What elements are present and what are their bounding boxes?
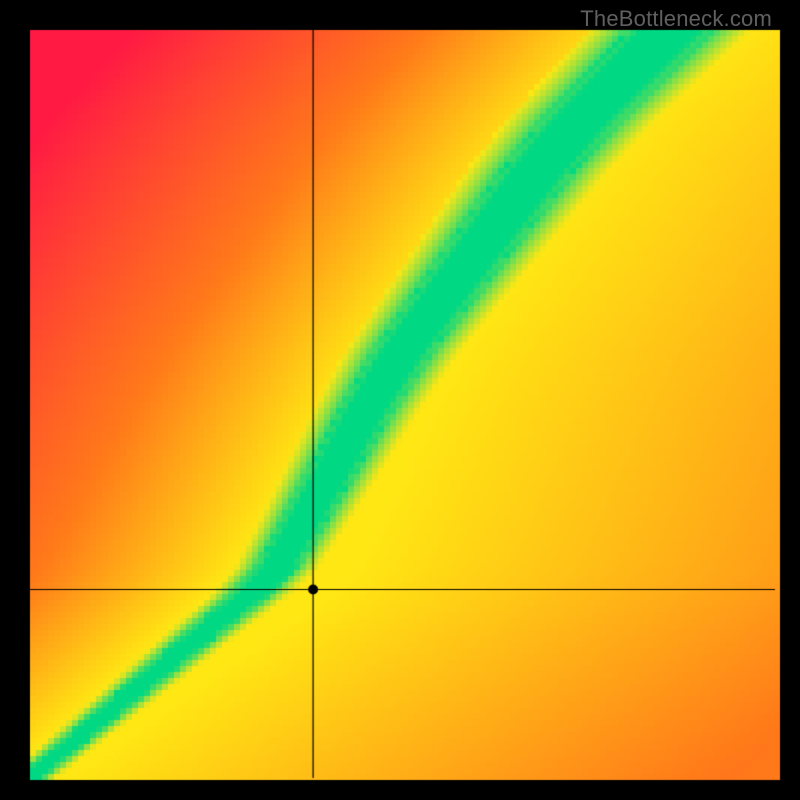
bottleneck-heatmap-canvas	[0, 0, 800, 800]
watermark-text: TheBottleneck.com	[580, 6, 772, 32]
chart-container: TheBottleneck.com	[0, 0, 800, 800]
